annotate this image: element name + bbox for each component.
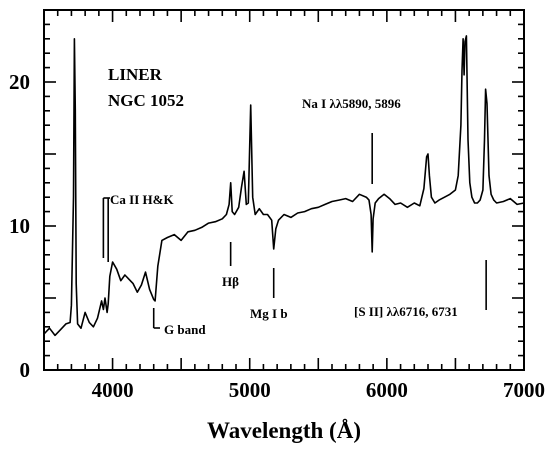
- annotation-na-i: Na I λλ5890, 5896: [302, 96, 401, 111]
- spectrum-line: [43, 35, 525, 337]
- axis-ticks: [43, 9, 525, 371]
- x-tick-label: 6000: [366, 378, 408, 402]
- annotation-h-beta: Hβ: [222, 274, 239, 289]
- annotation-mg-i-b: Mg I b: [250, 306, 288, 321]
- axis-tick-labels: 4000 5000 6000 7000 0 10 20: [9, 70, 545, 402]
- annotation-markers: [102, 133, 487, 329]
- y-tick-label: 0: [20, 358, 31, 382]
- annotation-s-ii: [S II] λλ6716, 6731: [354, 304, 458, 319]
- plot-frame: [43, 9, 525, 371]
- x-axis-label: Wavelength (Å): [207, 418, 361, 443]
- x-tick-label: 4000: [92, 378, 134, 402]
- annotation-g-band: G band: [164, 322, 206, 337]
- y-tick-label: 10: [9, 214, 30, 238]
- y-tick-label: 20: [9, 70, 30, 94]
- chart-subtitle: NGC 1052: [108, 91, 184, 110]
- x-tick-label: 5000: [229, 378, 271, 402]
- annotation-ca-ii-hk: Ca II H&K: [110, 192, 174, 207]
- x-tick-label: 7000: [503, 378, 545, 402]
- chart-title: LINER: [108, 65, 163, 84]
